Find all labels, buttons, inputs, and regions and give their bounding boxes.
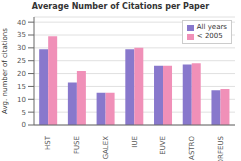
svg-text:0: 0 [22,121,26,129]
html-text:All years: All years [196,23,227,31]
svg-text:40: 40 [17,19,26,27]
svg-text:25: 25 [17,57,26,65]
svg-text:30: 30 [17,44,26,52]
html-text:< 2005: < 2005 [196,32,223,40]
svg-text:HST: HST [44,135,52,150]
svg-text:FUSE: FUSE [73,136,81,154]
html-text:Average Number of Citations pe: Average Number of Citations per Paper [31,2,210,11]
svg-text:5: 5 [22,109,26,117]
svg-text:Avg. number of citations: Avg. number of citations [8,28,9,114]
svg-text:35: 35 [17,31,26,39]
svg-text:GALEX: GALEX [102,136,110,160]
svg-text:ASTRO: ASTRO [188,136,196,160]
svg-text:EUVE: EUVE [159,136,167,155]
svg-text:IUE: IUE [131,136,139,148]
svg-text:10: 10 [17,96,26,104]
svg-text:20: 20 [17,70,26,78]
svg-text:15: 15 [17,83,26,91]
svg-text:ORFEUS: ORFEUS [217,135,225,161]
